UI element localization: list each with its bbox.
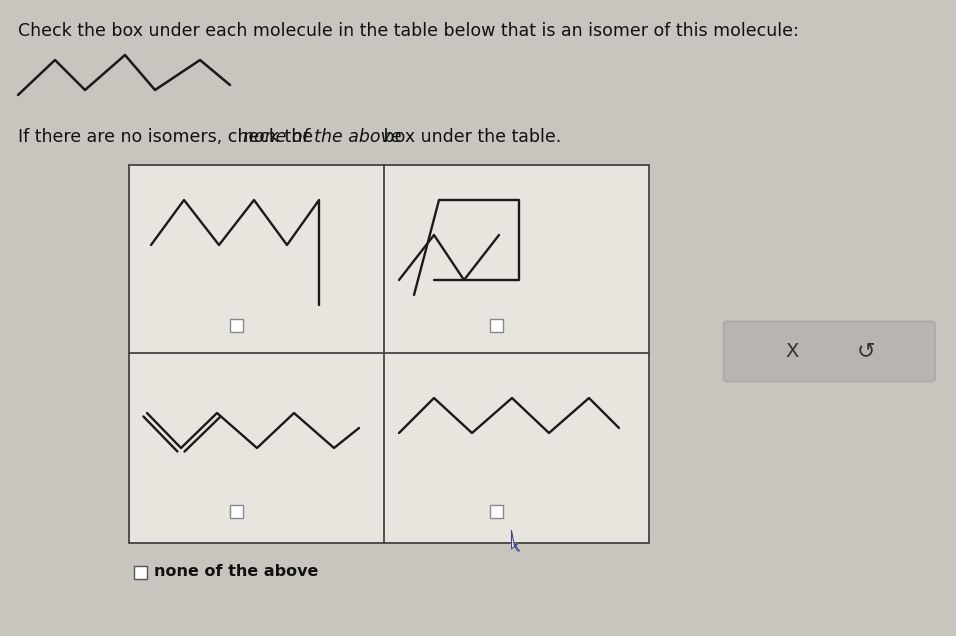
Text: ↺: ↺ <box>857 342 876 361</box>
Bar <box>230 504 243 518</box>
Text: Check the box under each molecule in the table below that is an isomer of this m: Check the box under each molecule in the… <box>18 22 799 40</box>
Text: If there are no isomers, check the: If there are no isomers, check the <box>18 128 318 146</box>
Bar <box>230 319 243 331</box>
Text: none of the above: none of the above <box>243 128 402 146</box>
Text: none of the above: none of the above <box>154 563 318 579</box>
FancyBboxPatch shape <box>724 321 935 382</box>
Bar <box>129 165 649 543</box>
Bar <box>490 319 503 331</box>
Text: X: X <box>786 342 799 361</box>
Bar <box>490 504 503 518</box>
Polygon shape <box>511 531 519 551</box>
Bar <box>135 565 147 579</box>
Text: box under the table.: box under the table. <box>378 128 561 146</box>
